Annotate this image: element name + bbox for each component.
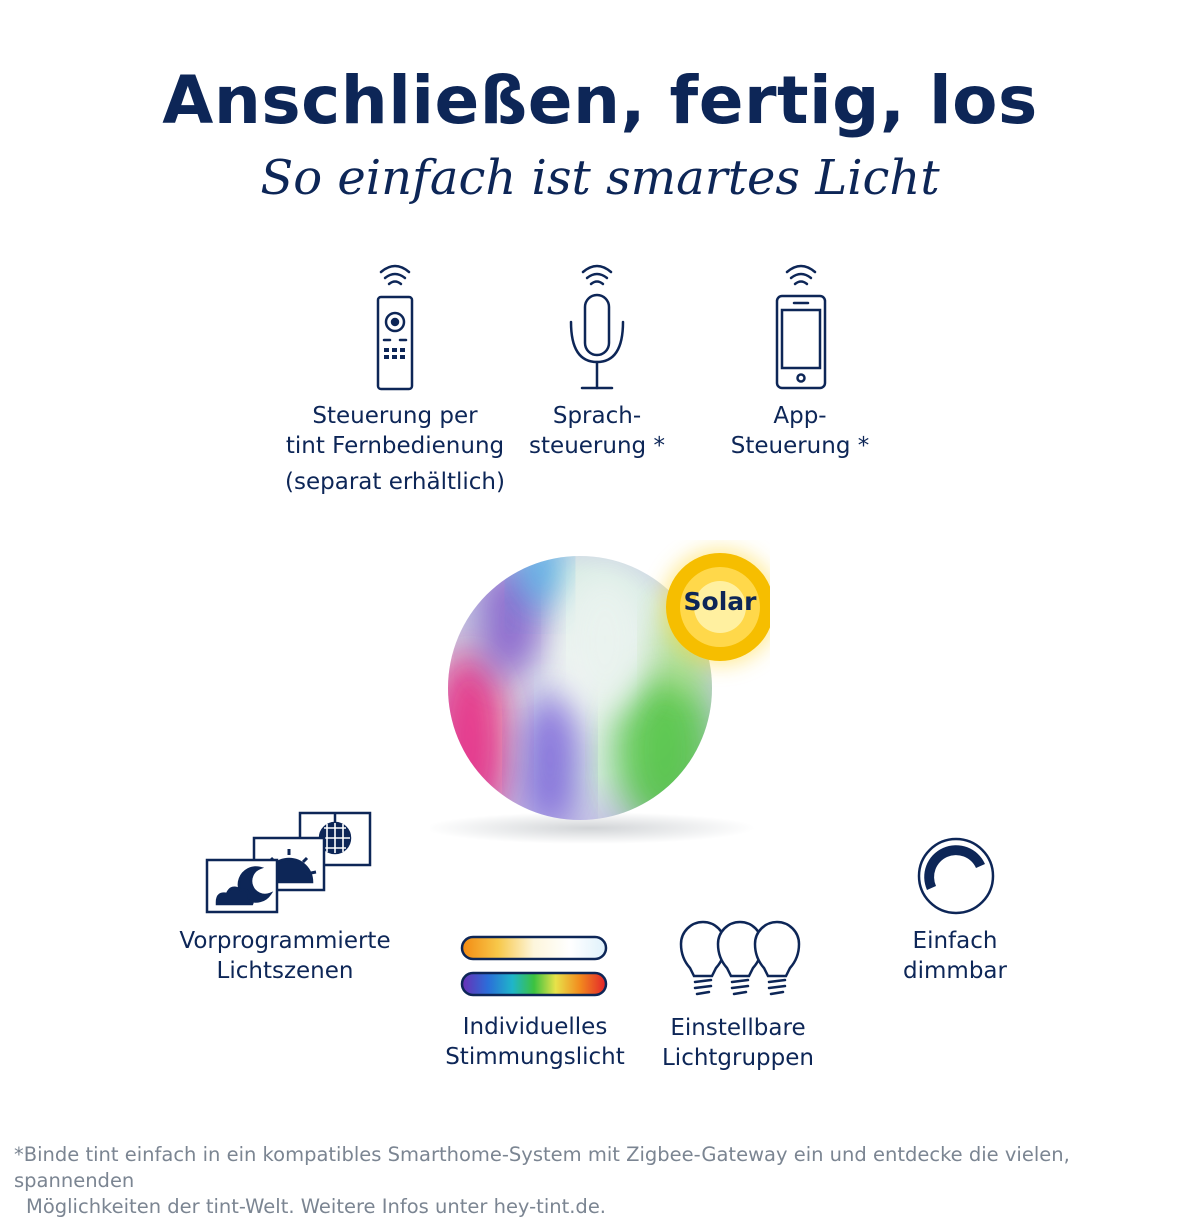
footnote-line-1: *Binde tint einfach in ein kompatibles S… bbox=[14, 1143, 1070, 1192]
mood-light-label: Individuelles Stimmungslicht bbox=[445, 1014, 625, 1070]
color-spectrum-icon bbox=[460, 934, 610, 1000]
light-groups-label: Einstellbare Lichtgruppen bbox=[661, 1015, 814, 1071]
light-scenes-label: Vorprogrammierte Lichtszenen bbox=[179, 928, 391, 984]
solar-badge: Solar bbox=[683, 587, 757, 616]
footnote: *Binde tint einfach in ein kompatibles S… bbox=[14, 1142, 1194, 1220]
remote-control-icon bbox=[360, 262, 430, 392]
page-title: Anschließen, fertig, los bbox=[162, 62, 1038, 139]
voice-control-label: Sprach- steuerung * bbox=[529, 403, 665, 459]
page-subtitle: So einfach ist smartes Licht bbox=[260, 150, 940, 206]
footnote-line-2: Möglichkeiten der tint-Welt. Weitere Inf… bbox=[26, 1195, 607, 1218]
availability-note: (separat erhältlich) bbox=[285, 469, 505, 495]
dimmable-label: Einfach dimmbar bbox=[903, 928, 1007, 984]
bulb-group-icon bbox=[676, 916, 806, 1002]
microphone-icon bbox=[562, 262, 632, 392]
remote-control-label: Steuerung per tint Fernbedienung (separa… bbox=[270, 401, 520, 497]
app-control-label: App- Steuerung * bbox=[730, 403, 870, 459]
solar-globe-lamp bbox=[430, 540, 770, 850]
light-scenes-icon bbox=[204, 810, 374, 916]
dimmer-icon bbox=[914, 834, 998, 918]
smartphone-icon bbox=[766, 262, 836, 392]
